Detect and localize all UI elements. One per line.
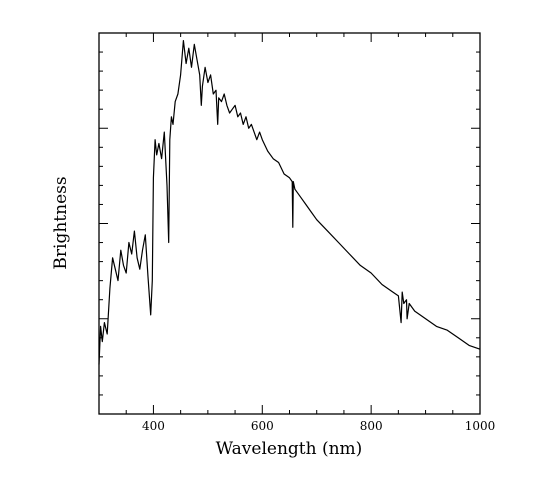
- spectrum-line: [98, 40, 481, 365]
- x-tick-label: 400: [142, 419, 165, 433]
- plot-frame: [98, 32, 481, 415]
- axis-ticks: [98, 32, 481, 415]
- x-tick-labels: 400 600 800 1000: [142, 419, 495, 433]
- y-axis-title: Brightness: [51, 176, 71, 269]
- x-tick-label: 800: [360, 419, 383, 433]
- x-axis-title: Wavelength (nm): [216, 439, 363, 459]
- x-tick-label: 1000: [465, 419, 496, 433]
- x-tick-label: 600: [251, 419, 274, 433]
